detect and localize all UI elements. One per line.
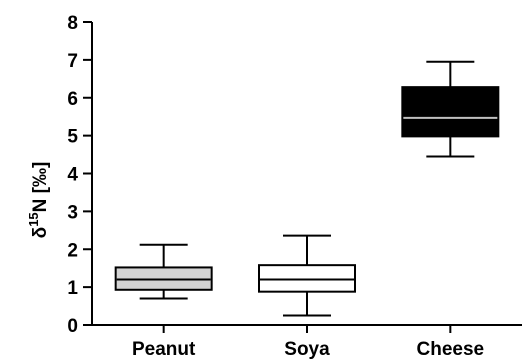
box-soya (258, 234, 356, 317)
y-axis-label-rest: N [‰] (30, 162, 51, 213)
y-axis-label-symbol: δ (30, 227, 51, 239)
x-axis: Peanut Soya Cheese (92, 324, 522, 359)
box-cheese (401, 60, 500, 158)
y-tick-label: 8 (67, 13, 78, 34)
y-tick-label: 5 (67, 127, 78, 148)
y-tick-label: 0 (67, 316, 78, 337)
y-tick-label: 6 (67, 89, 78, 110)
y-tick-label: 1 (67, 278, 78, 299)
y-tick-label: 3 (67, 202, 78, 223)
y-axis-label-superscript: 15 (26, 212, 41, 226)
y-tick-label: 4 (67, 165, 78, 186)
y-tick-label: 7 (67, 51, 78, 72)
y-tick-label: 2 (67, 240, 78, 261)
y-axis-label: δ15N [‰] (26, 162, 51, 239)
x-tick-label: Soya (284, 339, 330, 359)
x-tick-label: Peanut (132, 339, 196, 359)
box-peanut (114, 243, 213, 300)
y-axis: 0 1 2 3 4 5 6 7 8 (67, 13, 93, 337)
iqr-box (258, 264, 356, 293)
box-series (114, 60, 500, 317)
x-tick-label: Cheese (417, 339, 485, 359)
iqr-box (401, 86, 500, 138)
